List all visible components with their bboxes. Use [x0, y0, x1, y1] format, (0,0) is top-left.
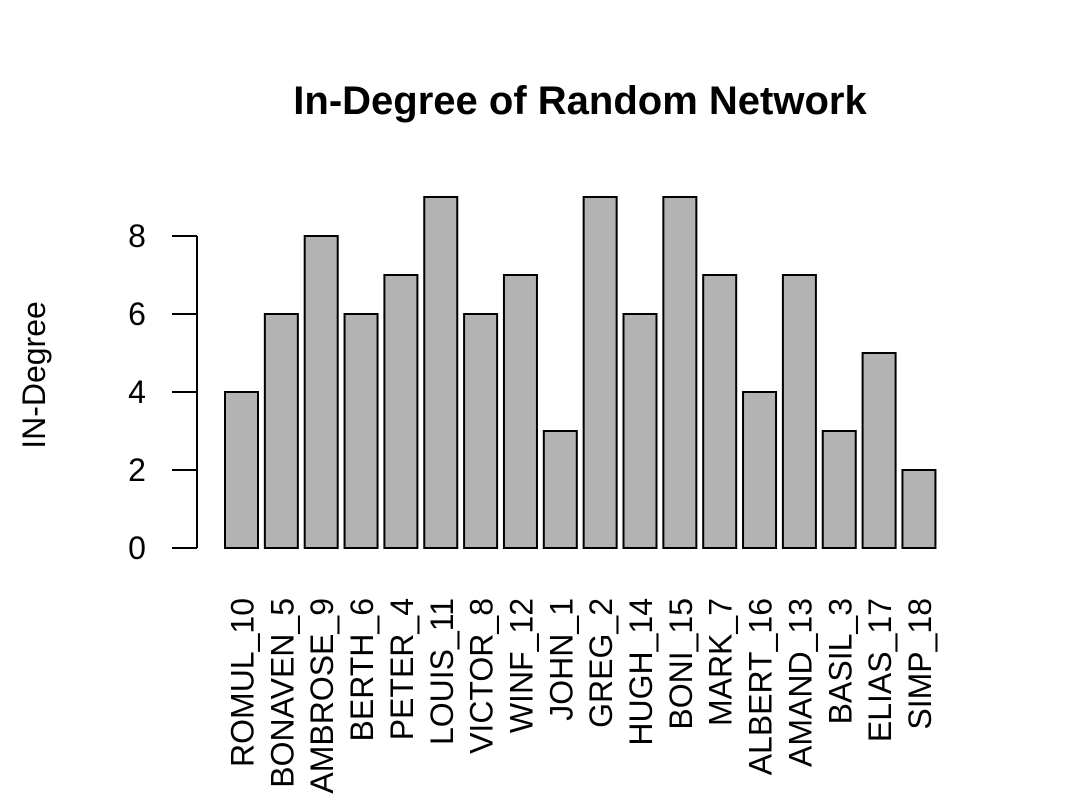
x-tick-label-winf-12: WINF_12 — [503, 598, 539, 733]
chart-title: In-Degree of Random Network — [293, 79, 867, 123]
x-tick-label-bonaven-5: BONAVEN_5 — [264, 598, 300, 788]
bar-mark-7 — [702, 274, 738, 549]
x-tick-label-boni-15: BONI_15 — [663, 598, 699, 730]
x-tick-label-amand-13: AMAND_13 — [782, 598, 818, 767]
x-tick-label-simp-18: SIMP_18 — [902, 598, 938, 730]
x-tick-label-louis-11: LOUIS_11 — [424, 598, 460, 745]
x-tick-label-victor-8: VICTOR_8 — [464, 598, 500, 754]
x-tick-label-hugh-14: HUGH_14 — [623, 598, 659, 746]
bar-bonaven-5 — [263, 313, 299, 549]
x-tick-label-john-1: JOHN_1 — [543, 598, 579, 721]
x-tick-label-basil-3: BASIL_3 — [822, 598, 858, 724]
x-tick-label-greg-2: GREG_2 — [583, 598, 619, 728]
y-tick-label-6: 6 — [128, 296, 146, 332]
x-tick-label-ambrose-9: AMBROSE_9 — [304, 598, 340, 794]
y-axis: 0 2 4 6 8 — [128, 218, 198, 566]
y-tick-label-8: 8 — [128, 218, 146, 254]
bar-basil-3 — [821, 430, 857, 549]
bar-winf-12 — [502, 274, 538, 549]
bar-john-1 — [542, 430, 578, 549]
x-tick-label-berth-6: BERTH_6 — [344, 598, 380, 741]
bar-boni-15 — [662, 196, 698, 549]
x-tick-label-romul-10: ROMUL_10 — [225, 598, 261, 767]
x-tick-label-peter-4: PETER_4 — [384, 598, 420, 740]
x-axis-labels: ROMUL_10 BONAVEN_5 AMBROSE_9 BERTH_6 PETER_4… — [225, 598, 938, 794]
bar-romul-10 — [224, 391, 259, 549]
x-tick-label-elias-17: ELIAS_17 — [862, 598, 898, 742]
bar-victor-8 — [463, 313, 499, 549]
y-tick-label-4: 4 — [128, 374, 146, 410]
bar-elias-17 — [861, 352, 897, 549]
y-tick-label-2: 2 — [128, 452, 146, 488]
bar-albert-16 — [742, 391, 778, 549]
y-tick-label-0: 0 — [128, 530, 146, 566]
bar-peter-4 — [383, 274, 419, 549]
y-axis-label: IN-Degree — [16, 301, 52, 449]
bar-hugh-14 — [622, 313, 658, 549]
bar-louis-11 — [423, 196, 459, 549]
x-tick-label-mark-7: MARK_7 — [703, 598, 739, 726]
bars-group — [224, 196, 937, 549]
bar-ambrose-9 — [303, 235, 339, 549]
bar-berth-6 — [343, 313, 379, 549]
x-tick-label-albert-16: ALBERT_16 — [743, 598, 779, 775]
bar-simp-18 — [901, 469, 937, 549]
bar-amand-13 — [781, 274, 817, 549]
bar-greg-2 — [582, 196, 618, 549]
